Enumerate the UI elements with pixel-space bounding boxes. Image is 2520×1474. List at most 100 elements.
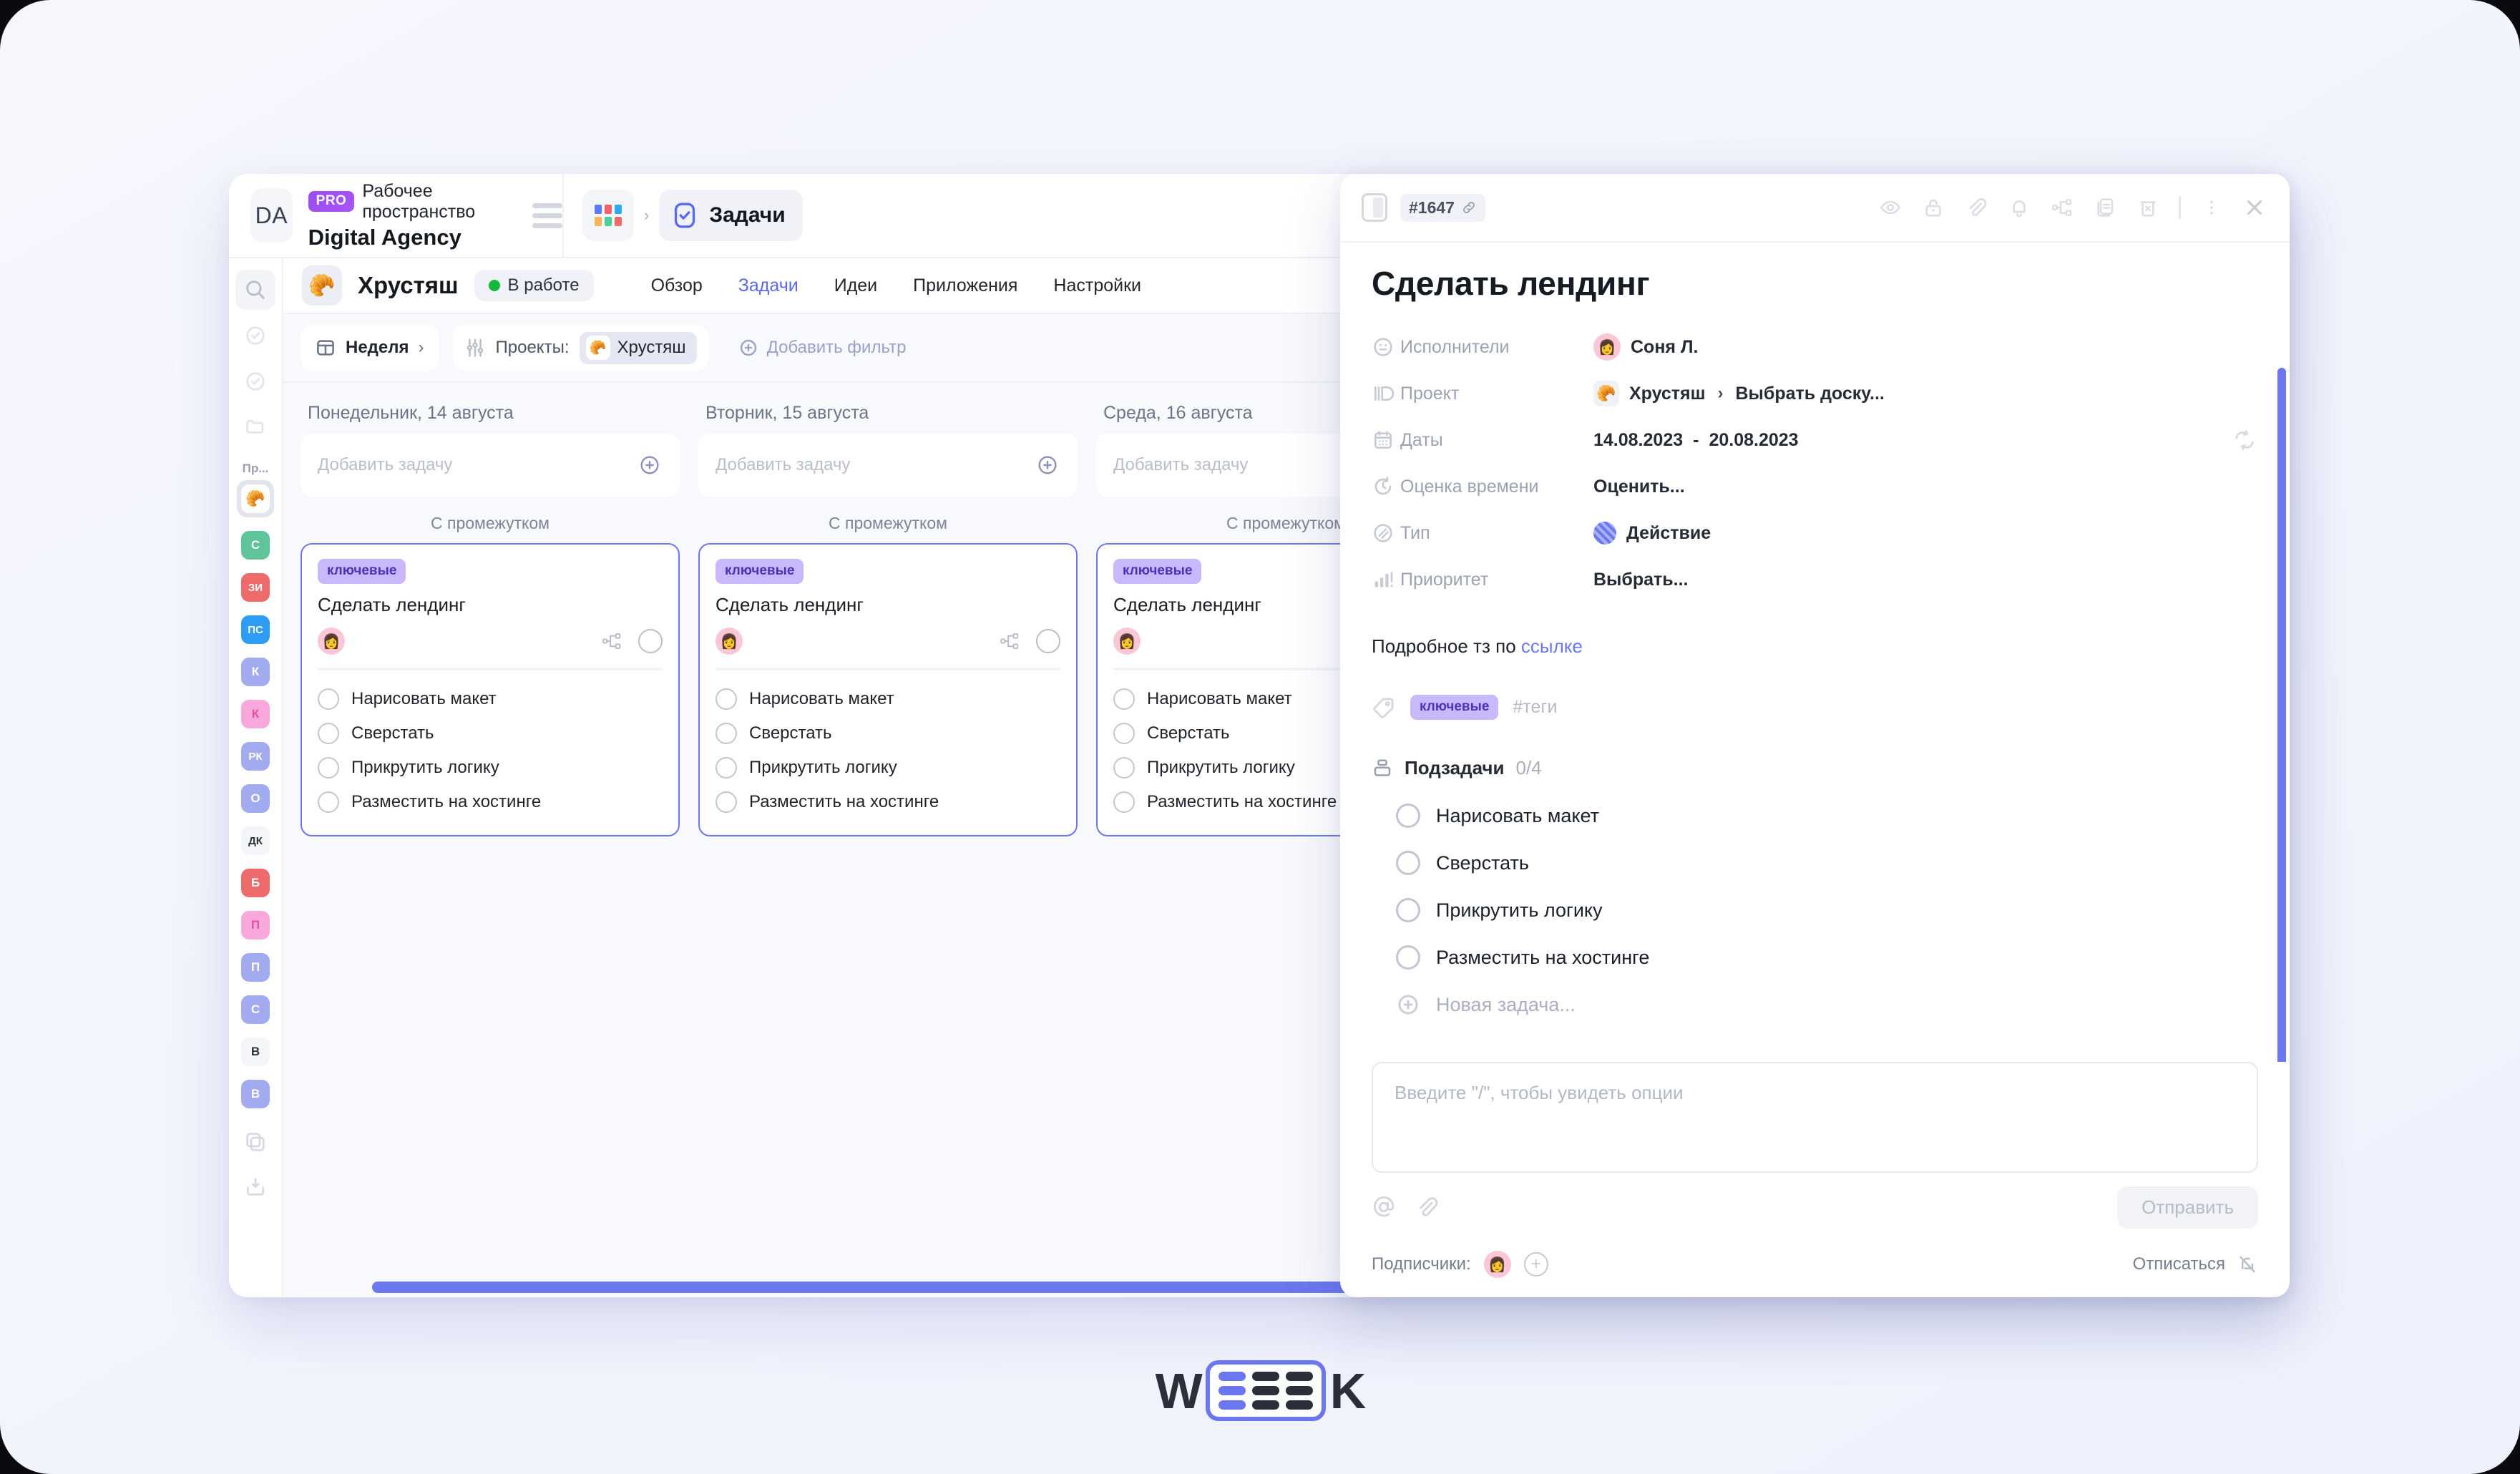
property-type[interactable]: Тип Действие	[1372, 513, 2257, 553]
task-complete-toggle[interactable]	[1036, 629, 1060, 653]
task-id-chip[interactable]: #1647	[1400, 193, 1485, 222]
send-button[interactable]: Отправить	[2117, 1186, 2258, 1229]
kebab-menu-icon[interactable]	[2199, 195, 2224, 220]
task-card[interactable]: ключевые Сделать лендинг 👩	[698, 543, 1078, 836]
subtask-checkbox[interactable]	[1113, 791, 1135, 813]
archive-inbox-icon[interactable]	[235, 1168, 275, 1208]
subtask-checkbox[interactable]	[1396, 804, 1420, 828]
sidebar-project-b[interactable]: Б	[241, 869, 270, 897]
apps-grid-icon[interactable]	[582, 190, 634, 241]
sidebar-project-o[interactable]: О	[241, 784, 270, 813]
list-item[interactable]: Прикрутить логику	[318, 751, 663, 785]
board-select-label[interactable]: Выбрать доску...	[1735, 383, 1885, 404]
subtask-checkbox[interactable]	[318, 688, 339, 710]
add-task-input[interactable]: Добавить задачу	[301, 434, 680, 497]
property-time-estimate[interactable]: Оценка времени Оценить...	[1372, 467, 2257, 507]
tag-chip[interactable]: ключевые	[1410, 695, 1499, 720]
subtask-checkbox[interactable]	[1113, 757, 1135, 779]
list-item[interactable]: Разместить на хостинге	[716, 785, 1060, 819]
folder-icon[interactable]	[235, 407, 275, 447]
tab-settings[interactable]: Настройки	[1053, 275, 1142, 296]
description-link[interactable]: ссылке	[1520, 635, 1583, 657]
property-value-project[interactable]: 🥐 Хрустяш › Выбрать доску...	[1593, 381, 1885, 406]
tags-row[interactable]: ключевые #теги	[1372, 695, 2257, 720]
subtask-checkbox[interactable]	[318, 791, 339, 813]
sidebar-project-s[interactable]: С	[241, 531, 270, 560]
tags-placeholder[interactable]: #теги	[1513, 697, 1558, 717]
property-value-priority[interactable]: Выбрать...	[1593, 569, 1689, 590]
property-value-time-estimate[interactable]: Оценить...	[1593, 476, 1685, 497]
list-item[interactable]: Прикрутить логику	[1113, 751, 1458, 785]
tasks-check-alt-icon[interactable]	[235, 361, 275, 401]
sidebar-project-active[interactable]: 🥐	[237, 480, 274, 517]
layers-icon[interactable]	[235, 1122, 275, 1162]
bell-icon[interactable]	[2007, 195, 2031, 220]
property-value-type[interactable]: Действие	[1593, 522, 1711, 545]
list-item[interactable]: Сверстать	[1113, 716, 1458, 751]
sidebar-project-ps[interactable]: ПС	[241, 615, 270, 644]
list-item[interactable]: Нарисовать макет	[318, 682, 663, 716]
property-project[interactable]: Проект 🥐 Хрустяш › Выбрать доску...	[1372, 374, 2257, 414]
eye-icon[interactable]	[1878, 195, 1903, 220]
task-card[interactable]: ключевые Сделать лендинг 👩	[301, 543, 680, 836]
lock-icon[interactable]	[1921, 195, 1945, 220]
close-icon[interactable]	[2242, 195, 2267, 220]
status-badge[interactable]: В работе	[474, 270, 594, 301]
sitemap-icon[interactable]	[2050, 195, 2074, 220]
sidebar-project-v2[interactable]: В	[241, 1080, 270, 1108]
sidebar-project-p2[interactable]: П	[241, 953, 270, 982]
tab-tasks[interactable]: Задачи	[738, 275, 799, 296]
add-subscriber-button[interactable]: +	[1523, 1252, 1548, 1277]
comment-input[interactable]: Введите "/", чтобы увидеть опции	[1372, 1062, 2258, 1173]
subtask-checkbox[interactable]	[716, 791, 737, 813]
bell-off-icon[interactable]	[2237, 1254, 2258, 1275]
sidebar-project-zi[interactable]: ЗИ	[241, 573, 270, 602]
workspace-switcher[interactable]: DA PRO Рабочее пространство Digital Agen…	[229, 174, 564, 258]
list-item[interactable]: Сверстать	[1372, 839, 2257, 887]
subtask-checkbox[interactable]	[1113, 688, 1135, 710]
paperclip-icon[interactable]	[1964, 195, 1988, 220]
list-item[interactable]: Сверстать	[318, 716, 663, 751]
subtask-checkbox[interactable]	[1396, 945, 1420, 970]
property-assignees[interactable]: Исполнители 👩 Соня Л.	[1372, 327, 2257, 367]
property-dates[interactable]: Даты 14.08.2023 - 20.08.2023	[1372, 420, 2257, 460]
tab-ideas[interactable]: Идеи	[834, 275, 878, 296]
tasks-check-icon[interactable]	[235, 316, 275, 356]
sidebar-project-s2[interactable]: С	[241, 995, 270, 1024]
subtask-checkbox[interactable]	[1396, 898, 1420, 922]
copy-document-icon[interactable]	[2093, 195, 2117, 220]
subtask-checkbox[interactable]	[318, 757, 339, 779]
avatar[interactable]: 👩	[1483, 1251, 1511, 1278]
sidebar-project-v1[interactable]: В	[241, 1038, 270, 1066]
projects-filter[interactable]: Проекты: 🥐 Хрустяш	[452, 326, 708, 370]
add-filter-button[interactable]: Добавить фильтр	[723, 326, 922, 370]
sidebar-project-dk[interactable]: ДК	[241, 826, 270, 855]
property-value-dates[interactable]: 14.08.2023 - 20.08.2023	[1593, 430, 1799, 451]
tab-apps[interactable]: Приложения	[913, 275, 1018, 296]
subtask-checkbox[interactable]	[318, 723, 339, 744]
list-item[interactable]: Разместить на хостинге	[1372, 934, 2257, 981]
list-item[interactable]: Разместить на хостинге	[318, 785, 663, 819]
detail-vertical-scrollbar[interactable]	[2277, 368, 2286, 1062]
repeat-icon[interactable]	[2232, 428, 2257, 452]
unsubscribe-label[interactable]: Отписаться	[2132, 1254, 2225, 1274]
period-selector[interactable]: Неделя ›	[301, 326, 439, 370]
list-item[interactable]: Нарисовать макет	[1372, 792, 2257, 839]
projects-filter-value[interactable]: 🥐 Хрустяш	[579, 331, 697, 364]
sidebar-project-p1[interactable]: П	[241, 911, 270, 939]
subtask-checkbox[interactable]	[1113, 723, 1135, 744]
sidebar-project-k2[interactable]: К	[241, 700, 270, 728]
subtask-checkbox[interactable]	[716, 688, 737, 710]
list-item[interactable]: Нарисовать макет	[716, 682, 1060, 716]
sidebar-project-rk[interactable]: РК	[241, 742, 270, 771]
subtask-checkbox[interactable]	[716, 757, 737, 779]
paperclip-icon[interactable]	[1415, 1195, 1439, 1219]
subtask-checkbox[interactable]	[716, 723, 737, 744]
list-item[interactable]: Прикрутить логику	[716, 751, 1060, 785]
task-complete-toggle[interactable]	[638, 629, 663, 653]
add-task-input[interactable]: Добавить задачу	[698, 434, 1078, 497]
list-item[interactable]: Прикрутить логику	[1372, 887, 2257, 934]
panel-width-toggle-icon[interactable]	[1362, 193, 1387, 222]
add-subtask-row[interactable]: Новая задача...	[1372, 981, 2257, 1028]
menu-burger-icon[interactable]	[532, 202, 562, 228]
